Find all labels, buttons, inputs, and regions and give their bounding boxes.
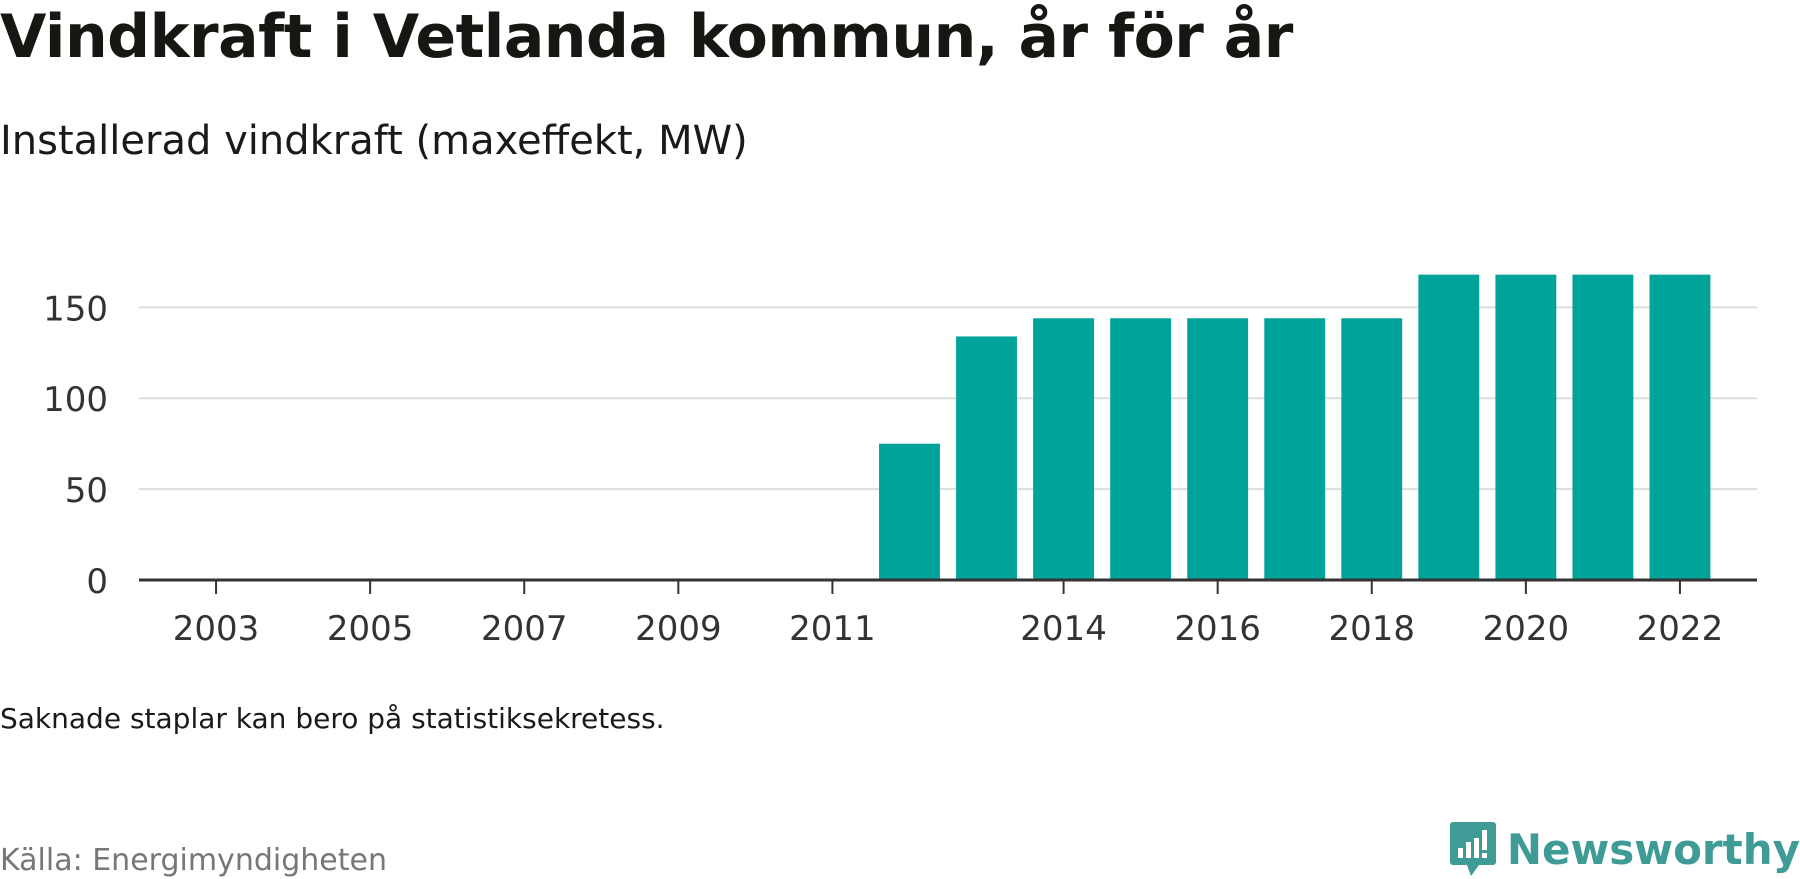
x-axis-ticks: 2003 2005 2007 2009 2011 2014 2016 2018 2020 2022 — [173, 580, 1723, 649]
x-tick-label: 2003 — [173, 609, 260, 649]
newsworthy-logo: Newsworthy — [1449, 819, 1800, 879]
y-tick-label: 0 — [86, 562, 108, 602]
bar-2021 — [1572, 274, 1634, 580]
x-tick-label: 2022 — [1637, 609, 1724, 649]
newsworthy-logo-icon — [1449, 822, 1496, 876]
x-tick-label: 2007 — [481, 609, 568, 649]
bar-2018 — [1341, 318, 1403, 580]
x-tick-label: 2014 — [1020, 609, 1107, 649]
x-tick-label: 2018 — [1328, 609, 1415, 649]
bar-2017 — [1264, 318, 1326, 580]
bar-2020 — [1495, 274, 1557, 580]
chart-subtitle: Installerad vindkraft (maxeffekt, MW) — [0, 118, 748, 164]
chart-title: Vindkraft i Vetlanda kommun, år för år — [0, 2, 1293, 72]
footnote: Saknade staplar kan bero på statistiksek… — [0, 702, 665, 735]
y-tick-label: 150 — [43, 289, 108, 329]
bar-2013 — [956, 336, 1017, 580]
bars — [879, 274, 1711, 580]
x-tick-label: 2016 — [1174, 609, 1261, 649]
y-axis-ticks: 0 50 100 150 — [43, 289, 108, 602]
x-tick-label: 2009 — [635, 609, 722, 649]
y-tick-label: 50 — [65, 471, 108, 511]
bar-2016 — [1187, 318, 1249, 580]
source-credit: Källa: Energimyndigheten — [0, 843, 387, 878]
bar-2019 — [1418, 274, 1480, 580]
gridlines — [139, 306, 1757, 491]
bar-2014 — [1033, 318, 1095, 580]
x-tick-label: 2005 — [327, 609, 414, 649]
newsworthy-wordmark: Newsworthy — [1506, 824, 1800, 874]
bar-2015 — [1110, 318, 1172, 580]
x-tick-label: 2011 — [789, 609, 876, 649]
bar-2012 — [879, 443, 940, 580]
bar-2022 — [1649, 274, 1711, 580]
y-tick-label: 100 — [43, 380, 108, 420]
x-tick-label: 2020 — [1483, 609, 1570, 649]
